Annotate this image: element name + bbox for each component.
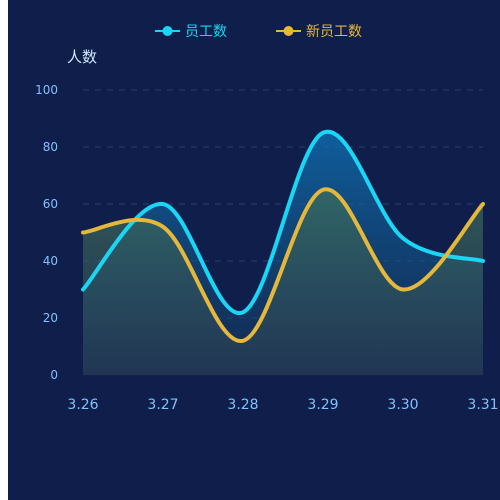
x-tick-label: 3.29	[307, 397, 338, 413]
y-axis-title: 人数	[67, 48, 97, 66]
x-tick-label: 3.30	[387, 397, 418, 413]
y-tick-label: 80	[43, 140, 58, 154]
legend-item[interactable]: 新员工数	[276, 24, 362, 40]
x-tick-label: 3.26	[67, 397, 98, 413]
series-areas	[83, 131, 483, 375]
legend-item[interactable]: 员工数	[155, 24, 227, 40]
series-area-1	[83, 189, 483, 375]
x-tick-label: 3.31	[467, 397, 498, 413]
legend-dot-icon	[283, 26, 294, 36]
chart-legend: 员工数 新员工数	[155, 24, 362, 40]
y-tick-label: 100	[35, 83, 58, 97]
y-tick-label: 40	[43, 254, 58, 268]
legend-label: 员工数	[185, 24, 227, 40]
x-axis-ticks: 3.26 3.27 3.28 3.29 3.30 3.31	[67, 397, 498, 413]
legend-label: 新员工数	[306, 24, 362, 40]
legend-dot-icon	[162, 26, 173, 36]
y-axis-ticks: 0 20 40 60 80 100	[35, 83, 58, 382]
x-tick-label: 3.27	[147, 397, 178, 413]
series-lines	[81, 129, 485, 343]
x-tick-label: 3.28	[227, 397, 258, 413]
y-tick-label: 60	[43, 197, 58, 211]
series-line-0	[81, 129, 485, 315]
series-line-1	[81, 187, 485, 343]
y-tick-label: 0	[50, 368, 58, 382]
y-tick-label: 20	[43, 311, 58, 325]
